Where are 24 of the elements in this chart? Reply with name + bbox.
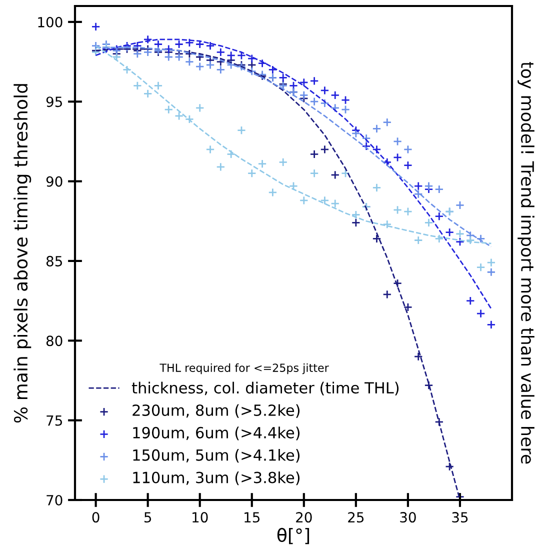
x-tick-label: 15 — [244, 512, 260, 523]
x-tick-label: 0 — [92, 512, 100, 523]
y-tick-label: 80 — [46, 336, 62, 346]
legend-label: 190um, 6um (>4.4ke) — [133, 426, 300, 440]
legend-label: 230um, 8um (>5.2ke) — [132, 404, 300, 418]
y-tick-label: 95 — [46, 96, 62, 108]
x-tick-label: 30 — [400, 512, 416, 523]
y-tick-label: 75 — [46, 415, 62, 426]
x-tick-label: 35 — [452, 512, 468, 523]
x-tick-label: 5 — [144, 512, 152, 523]
x-tick-label: 10 — [192, 512, 208, 523]
legend-label: 150um, 5um (>4.1ke) — [133, 449, 300, 463]
legend-title: THL required for <=25ps jitter — [160, 363, 329, 374]
legend-label: thickness, col. diameter (time THL) — [132, 382, 399, 396]
y-tick-label: 70 — [46, 494, 62, 506]
y-tick-label: 100 — [38, 16, 62, 28]
y-tick-label: 85 — [46, 256, 62, 266]
text: toy model! Trend import more than value here — [518, 62, 534, 464]
y-tick-label: 90 — [46, 176, 62, 187]
y-axis-title: % main pixels above timing threshold — [14, 84, 32, 423]
x-tick-label: 20 — [296, 512, 312, 523]
legend-label: 110um, 3um (>3.8ke) — [133, 471, 300, 486]
x-tick-label: 25 — [348, 512, 364, 523]
x-axis-title: θ[°] — [277, 528, 310, 544]
